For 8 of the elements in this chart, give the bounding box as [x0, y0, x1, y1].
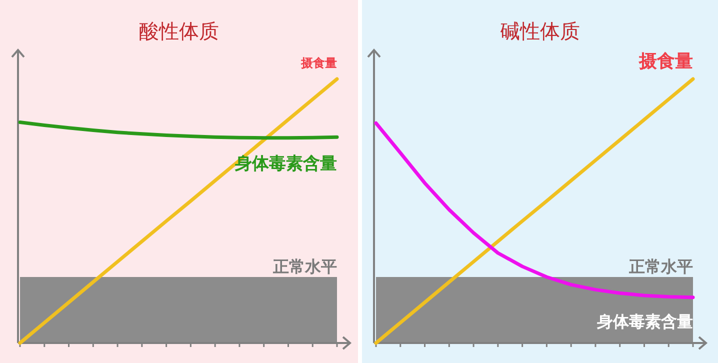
band-label: 正常水平	[272, 257, 337, 276]
chart-title: 碱性体质	[500, 19, 580, 43]
chart-title: 酸性体质	[139, 19, 219, 43]
series-label: 摄食量	[638, 51, 693, 72]
series-label: 摄食量	[300, 56, 337, 70]
series-label: 身体毒素含量	[596, 312, 693, 331]
band-label: 正常水平	[628, 257, 693, 276]
series-label: 身体毒素含量	[234, 154, 337, 174]
